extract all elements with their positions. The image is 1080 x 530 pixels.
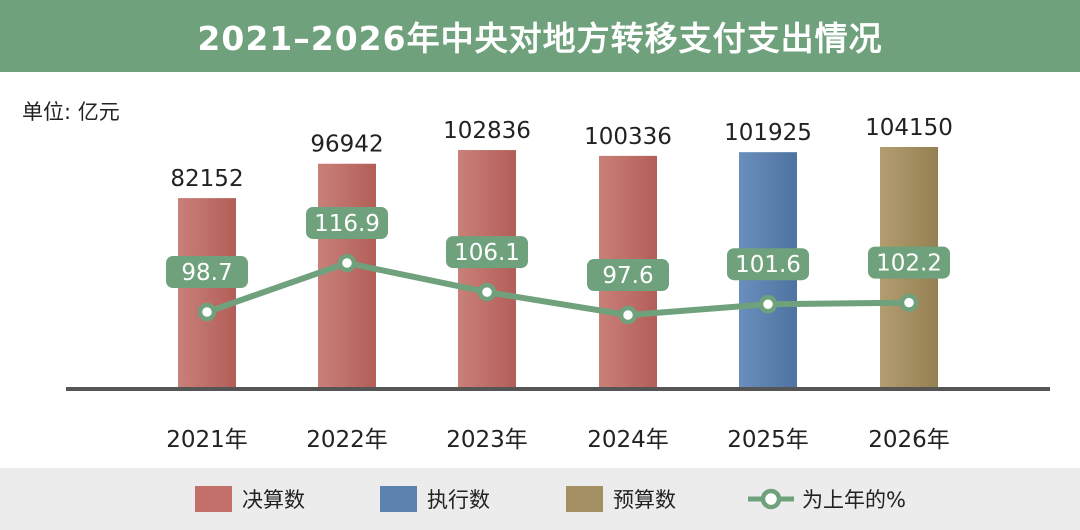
legend-label-budget: 预算数 — [613, 488, 676, 512]
yoy-point — [197, 302, 217, 322]
bar-value-label: 82152 — [170, 166, 243, 192]
legend-label-execution: 执行数 — [427, 488, 490, 512]
yoy-label-badge — [727, 248, 809, 281]
yoy-label-badge — [587, 259, 669, 291]
yoy-value-label: 97.6 — [602, 263, 653, 289]
chart-area: 82152 96942 102836 100336 101925 104150 2021年 2… — [66, 115, 1050, 453]
chart-title: 2021–2026年中央对地方转移支付支出情况 — [197, 19, 883, 58]
yoy-label-badge — [166, 256, 248, 289]
unit-label: 单位: 亿元 — [22, 100, 120, 124]
legend-swatch-budget — [566, 486, 603, 512]
yoy-value-label: 102.2 — [876, 251, 942, 277]
yoy-label-badge — [446, 236, 528, 269]
bar-final-2 — [458, 150, 516, 389]
yoy-point — [758, 294, 778, 314]
x-tick-label: 2026年 — [868, 427, 950, 453]
x-tick-label: 2021年 — [166, 427, 248, 453]
x-tick-label: 2024年 — [587, 427, 669, 453]
legend-label-yoy: 为上年的% — [802, 488, 906, 512]
bar-value-label: 104150 — [865, 115, 953, 141]
bar-value-label: 101925 — [724, 120, 812, 146]
legend-line-icon — [748, 488, 794, 510]
yoy-label-badge — [306, 207, 388, 239]
legend-item-budget: 预算数 — [566, 468, 676, 530]
bar-value-label: 96942 — [310, 132, 383, 158]
legend-swatch-execution — [380, 486, 417, 512]
yoy-value-label: 98.7 — [181, 260, 232, 286]
yoy-point — [618, 305, 638, 325]
bar-value-label: 100336 — [584, 124, 672, 150]
yoy-value-label: 101.6 — [735, 252, 801, 278]
legend-label-final: 决算数 — [242, 488, 305, 512]
legend-item-execution: 执行数 — [380, 468, 490, 530]
legend-swatch-final — [195, 486, 232, 512]
legend-item-yoy: 为上年的% — [748, 468, 906, 530]
yoy-point — [337, 253, 357, 273]
legend: 决算数 执行数 预算数 为上年的% — [0, 468, 1080, 530]
yoy-point — [477, 282, 497, 302]
yoy-point — [899, 293, 919, 312]
yoy-value-label: 116.9 — [314, 211, 380, 237]
yoy-line — [204, 260, 912, 318]
x-tick-label: 2025年 — [727, 427, 809, 453]
bar-final-1 — [318, 163, 376, 389]
bar-final-0 — [178, 198, 236, 389]
x-tick-label: 2023年 — [446, 427, 528, 453]
bar-value-label: 102836 — [443, 118, 531, 144]
yoy-value-label: 106.1 — [454, 240, 520, 266]
x-tick-label: 2022年 — [306, 427, 388, 453]
legend-item-final: 决算数 — [195, 468, 305, 530]
yoy-label-badge — [868, 246, 950, 279]
title-bar: 2021–2026年中央对地方转移支付支出情况 — [0, 0, 1080, 72]
